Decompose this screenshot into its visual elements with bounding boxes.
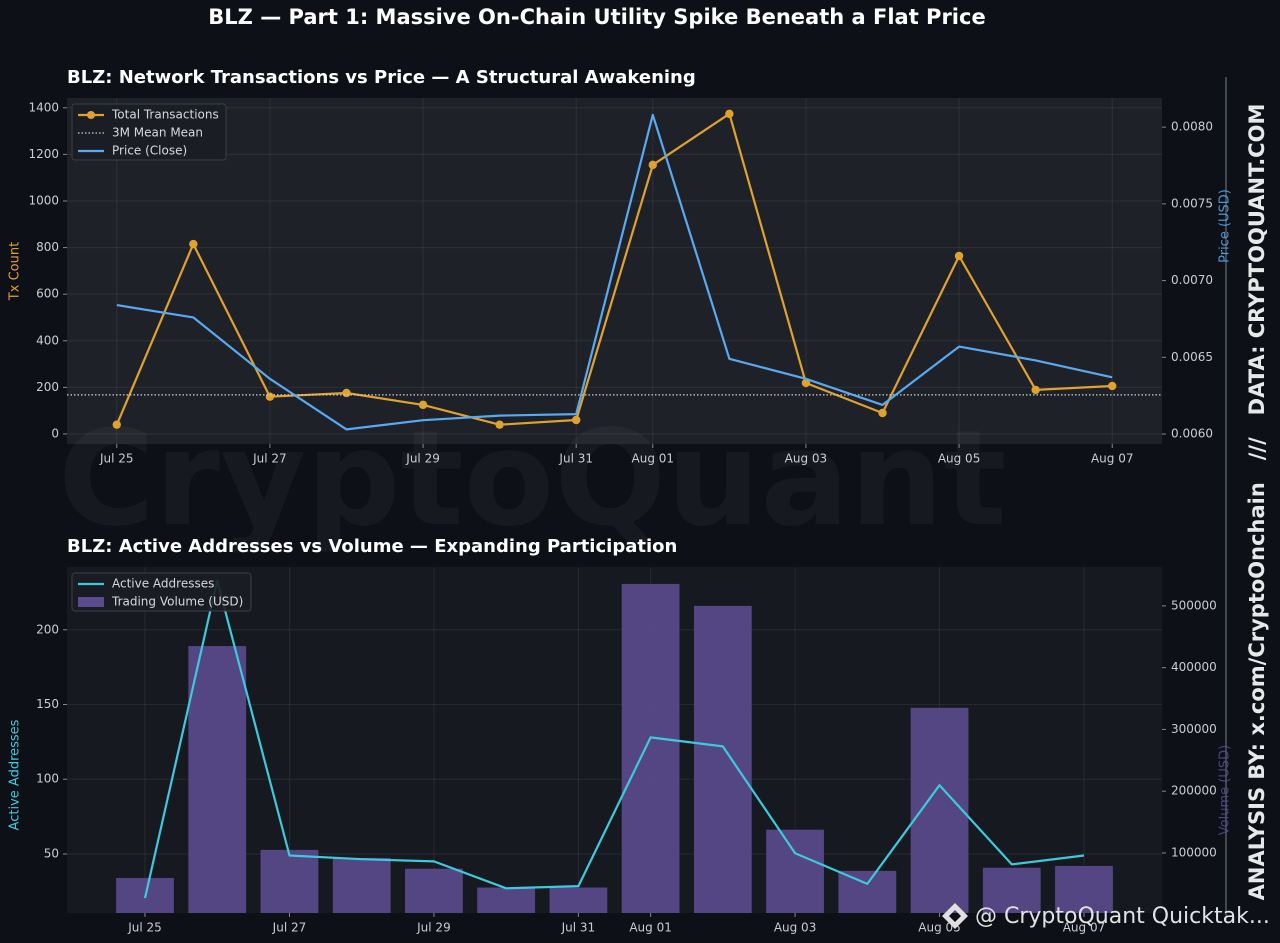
side-text: ANALYSIS BY: x.com/CryptoOnchain /// DAT… xyxy=(1245,104,1269,901)
marker xyxy=(342,388,351,398)
plot-area xyxy=(67,567,1162,913)
y-tick-label: 600 xyxy=(36,287,59,301)
marker xyxy=(878,408,887,418)
bar xyxy=(838,870,897,913)
x-tick-label: Aug 07 xyxy=(1063,921,1106,935)
marker xyxy=(418,400,428,410)
y2-tick-label: 500000 xyxy=(1171,598,1217,612)
chart-title: BLZ: Network Transactions vs Price — A S… xyxy=(67,67,696,88)
x-tick-label: Jul 31 xyxy=(561,921,596,935)
x-tick-label: Jul 29 xyxy=(416,921,451,935)
y-tick-label: 1000 xyxy=(28,193,59,207)
bar xyxy=(910,707,969,913)
y-tick-label: 800 xyxy=(36,240,59,254)
y-axis-label: Active Addresses xyxy=(8,719,23,830)
x-tick-label: Aug 03 xyxy=(774,921,817,935)
footer-logo xyxy=(942,903,968,929)
watermark: CryptoQuant xyxy=(58,402,1007,556)
marker xyxy=(112,420,121,429)
x-tick-label: Jul 27 xyxy=(252,452,287,466)
y2-tick-label: 0.0070 xyxy=(1171,273,1213,287)
y-tick-label: 1400 xyxy=(28,100,59,114)
x-tick-label: Aug 01 xyxy=(632,452,675,466)
bar xyxy=(693,605,752,913)
y2-axis-label: Volume (USD) xyxy=(1218,745,1233,835)
chart-title: BLZ: Active Addresses vs Volume — Expand… xyxy=(67,536,677,557)
x-tick-label: Aug 07 xyxy=(1091,452,1134,466)
bar xyxy=(332,857,391,913)
footer-icon xyxy=(942,903,968,929)
x-tick-label: Aug 01 xyxy=(629,921,672,935)
y-axis-label: Tx Count xyxy=(8,242,23,301)
y2-tick-label: 0.0075 xyxy=(1171,196,1213,210)
line xyxy=(115,112,1113,426)
x-tick-label: Aug 05 xyxy=(938,452,981,466)
y2-tick-label: 200000 xyxy=(1171,784,1217,798)
legend-marker xyxy=(87,111,95,119)
marker xyxy=(648,160,657,170)
bar xyxy=(766,829,824,913)
y-tick-label: 400 xyxy=(36,333,59,347)
x-tick-label: Jul 25 xyxy=(99,452,134,466)
y-tick-label: 0 xyxy=(51,426,59,440)
y2-axis-label: Price (USD) xyxy=(1218,189,1233,263)
line xyxy=(143,579,1085,899)
marker xyxy=(572,415,581,425)
legend-label: Price (Close) xyxy=(112,144,187,158)
plot-area xyxy=(67,98,1162,444)
bar xyxy=(621,583,680,913)
legend-label: Trading Volume (USD) xyxy=(111,595,243,609)
bar xyxy=(188,646,247,913)
y2-tick-label: 0.0065 xyxy=(1171,350,1213,364)
y2-tick-label: 0.0080 xyxy=(1171,120,1213,134)
x-tick-label: Jul 29 xyxy=(405,452,440,466)
y-tick-label: 200 xyxy=(36,380,59,394)
x-tick-label: Jul 31 xyxy=(558,452,593,466)
y2-tick-label: 300000 xyxy=(1171,722,1217,736)
footer-text: @ CryptoQuant Quicktak... xyxy=(975,904,1270,929)
y-tick-label: 1200 xyxy=(28,147,59,161)
marker xyxy=(954,251,964,261)
legend-label: Active Addresses xyxy=(112,577,214,591)
bar xyxy=(1055,865,1113,913)
legend-label: Total Transactions xyxy=(111,108,219,122)
bar xyxy=(477,887,536,913)
marker xyxy=(1031,385,1040,395)
figure-title: BLZ — Part 1: Massive On-Chain Utility S… xyxy=(208,5,985,29)
bar xyxy=(405,868,463,913)
y2-tick-label: 100000 xyxy=(1171,845,1217,859)
line xyxy=(116,113,1113,431)
legend-label: 3M Mean Mean xyxy=(112,126,203,140)
legend-swatch xyxy=(78,597,104,607)
legend-box xyxy=(71,572,252,612)
legend-box xyxy=(71,103,227,161)
marker xyxy=(189,239,198,249)
y-tick-label: 100 xyxy=(36,772,59,786)
marker xyxy=(1108,381,1117,391)
y-tick-label: 50 xyxy=(44,846,59,860)
x-tick-label: Jul 25 xyxy=(127,921,162,935)
bar xyxy=(260,849,319,913)
x-tick-label: Jul 27 xyxy=(272,921,307,935)
y-tick-label: 150 xyxy=(36,697,59,711)
marker xyxy=(725,109,734,119)
bar xyxy=(549,887,608,913)
marker xyxy=(801,378,811,388)
marker xyxy=(495,420,504,429)
y-tick-label: 200 xyxy=(36,622,59,636)
marker xyxy=(265,392,275,401)
y2-tick-label: 0.0060 xyxy=(1171,427,1213,441)
bar xyxy=(982,867,1041,913)
x-tick-label: Aug 03 xyxy=(785,452,828,466)
y2-tick-label: 400000 xyxy=(1171,660,1217,674)
